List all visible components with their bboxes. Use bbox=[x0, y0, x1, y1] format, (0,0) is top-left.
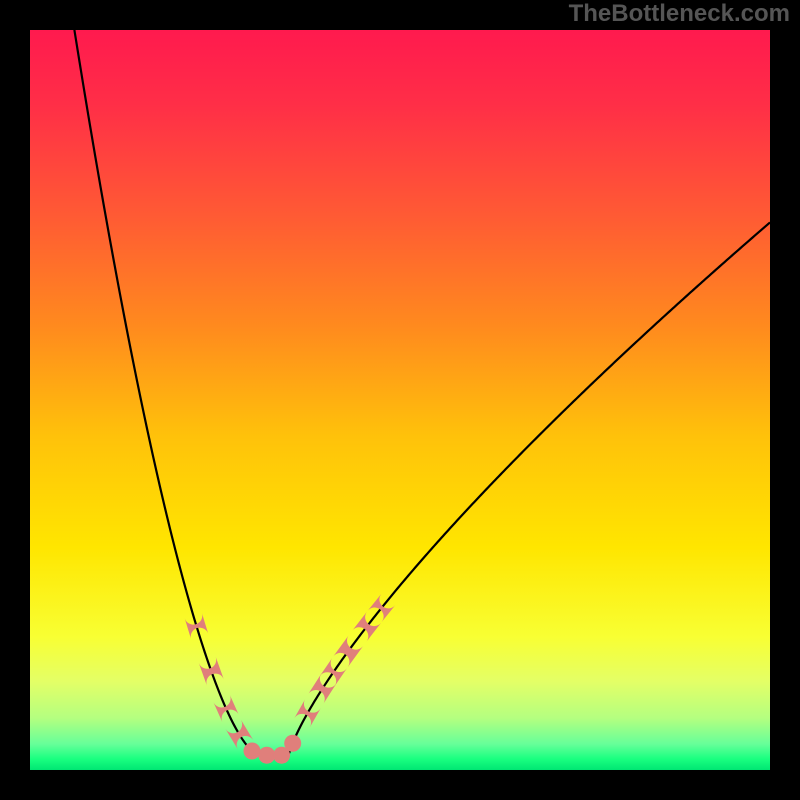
data-marker bbox=[284, 735, 301, 752]
data-marker bbox=[258, 747, 275, 764]
watermark-text: TheBottleneck.com bbox=[569, 0, 790, 28]
data-marker bbox=[244, 742, 261, 759]
bottleneck-chart bbox=[0, 0, 800, 800]
